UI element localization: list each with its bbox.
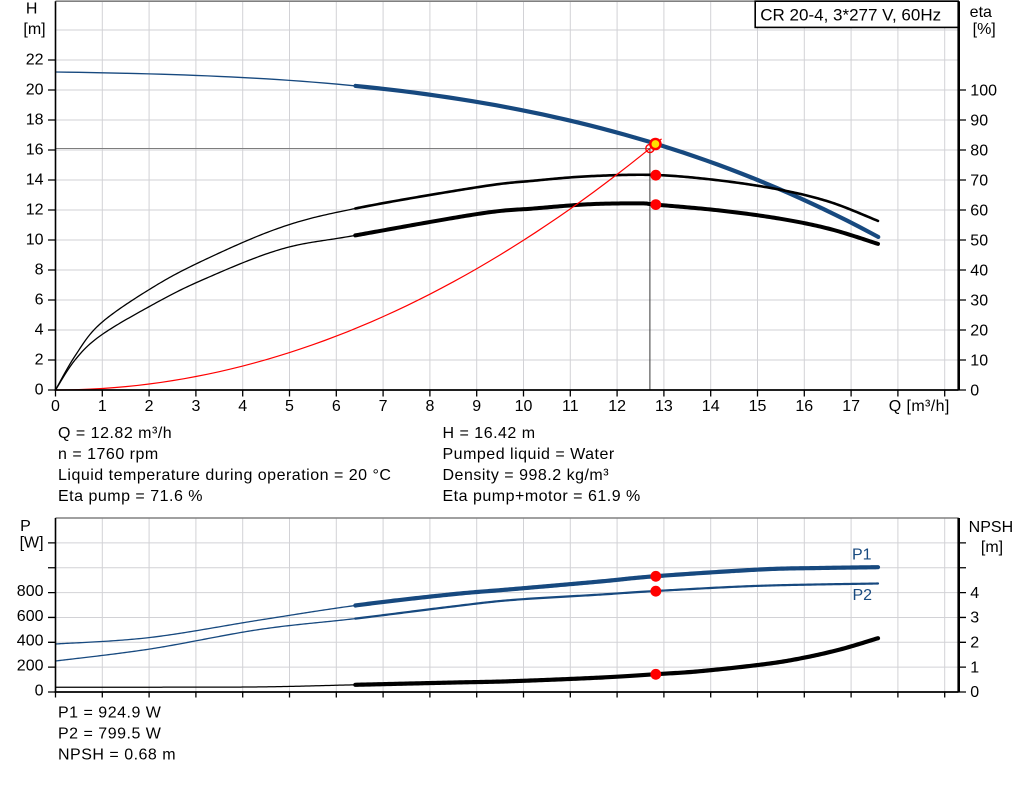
- svg-text:H: H: [26, 0, 38, 17]
- svg-text:n = 1760 rpm: n = 1760 rpm: [58, 446, 159, 463]
- svg-text:800: 800: [17, 583, 44, 600]
- svg-text:0: 0: [970, 684, 979, 701]
- svg-text:Pumped liquid = Water: Pumped liquid = Water: [443, 446, 615, 463]
- svg-text:70: 70: [970, 173, 988, 190]
- svg-text:12: 12: [26, 202, 44, 219]
- svg-text:100: 100: [970, 83, 997, 100]
- svg-text:16: 16: [26, 142, 44, 159]
- svg-text:P2 = 799.5 W: P2 = 799.5 W: [58, 726, 162, 743]
- svg-text:20: 20: [26, 82, 44, 99]
- svg-text:20: 20: [970, 323, 988, 340]
- svg-text:[%]: [%]: [973, 21, 996, 38]
- svg-text:4: 4: [35, 322, 44, 339]
- svg-text:9: 9: [472, 398, 481, 415]
- svg-text:90: 90: [970, 113, 988, 130]
- svg-text:Q = 12.82 m³/h: Q = 12.82 m³/h: [58, 425, 172, 442]
- svg-text:50: 50: [970, 233, 988, 250]
- svg-text:2: 2: [970, 635, 979, 652]
- svg-text:Q [m³/h]: Q [m³/h]: [889, 398, 950, 415]
- svg-text:P: P: [20, 518, 31, 535]
- svg-text:2: 2: [35, 352, 44, 369]
- svg-text:80: 80: [970, 143, 988, 160]
- svg-text:12: 12: [608, 398, 626, 415]
- svg-text:2: 2: [145, 398, 154, 415]
- svg-text:4: 4: [970, 585, 979, 602]
- svg-text:eta: eta: [970, 4, 992, 21]
- svg-text:400: 400: [17, 633, 44, 650]
- svg-text:0: 0: [35, 682, 44, 699]
- svg-text:200: 200: [17, 657, 44, 674]
- svg-text:Liquid temperature during oper: Liquid temperature during operation = 20…: [58, 467, 391, 484]
- svg-text:CR 20-4, 3*277 V, 60Hz: CR 20-4, 3*277 V, 60Hz: [760, 6, 941, 25]
- svg-text:13: 13: [655, 398, 673, 415]
- svg-text:NPSH: NPSH: [969, 519, 1013, 536]
- svg-text:5: 5: [285, 398, 294, 415]
- svg-text:30: 30: [970, 293, 988, 310]
- svg-text:60: 60: [970, 203, 988, 220]
- svg-text:8: 8: [425, 398, 434, 415]
- svg-text:P1 = 924.9 W: P1 = 924.9 W: [58, 705, 162, 722]
- svg-text:0: 0: [51, 398, 60, 415]
- svg-text:14: 14: [26, 172, 44, 189]
- svg-text:15: 15: [749, 398, 767, 415]
- svg-text:16: 16: [795, 398, 813, 415]
- svg-text:P2: P2: [853, 587, 873, 604]
- svg-text:1: 1: [98, 398, 107, 415]
- svg-text:6: 6: [332, 398, 341, 415]
- svg-text:4: 4: [238, 398, 247, 415]
- svg-text:NPSH = 0.68 m: NPSH = 0.68 m: [58, 747, 176, 764]
- svg-text:3: 3: [191, 398, 200, 415]
- svg-text:Eta pump+motor = 61.9 %: Eta pump+motor = 61.9 %: [443, 488, 641, 505]
- svg-text:1: 1: [970, 659, 979, 676]
- svg-text:Density = 998.2 kg/m³: Density = 998.2 kg/m³: [443, 467, 610, 484]
- svg-text:7: 7: [379, 398, 388, 415]
- svg-text:11: 11: [562, 398, 579, 415]
- svg-text:Eta pump = 71.6 %: Eta pump = 71.6 %: [58, 488, 203, 505]
- svg-text:14: 14: [702, 398, 720, 415]
- svg-text:10: 10: [970, 353, 988, 370]
- svg-text:0: 0: [35, 382, 44, 399]
- svg-text:600: 600: [17, 608, 44, 625]
- svg-text:3: 3: [970, 610, 979, 627]
- svg-text:8: 8: [35, 262, 44, 279]
- svg-text:P1: P1: [852, 547, 872, 564]
- svg-text:17: 17: [842, 398, 860, 415]
- svg-text:0: 0: [970, 383, 979, 400]
- svg-text:40: 40: [970, 263, 988, 280]
- svg-text:H = 16.42 m: H = 16.42 m: [443, 425, 536, 442]
- svg-text:[m]: [m]: [981, 539, 1003, 556]
- svg-text:[m]: [m]: [23, 21, 45, 38]
- svg-text:22: 22: [26, 52, 44, 69]
- svg-text:10: 10: [515, 398, 533, 415]
- svg-text:18: 18: [26, 112, 44, 129]
- svg-text:10: 10: [26, 232, 44, 249]
- svg-text:[W]: [W]: [20, 535, 44, 552]
- svg-text:6: 6: [35, 292, 44, 309]
